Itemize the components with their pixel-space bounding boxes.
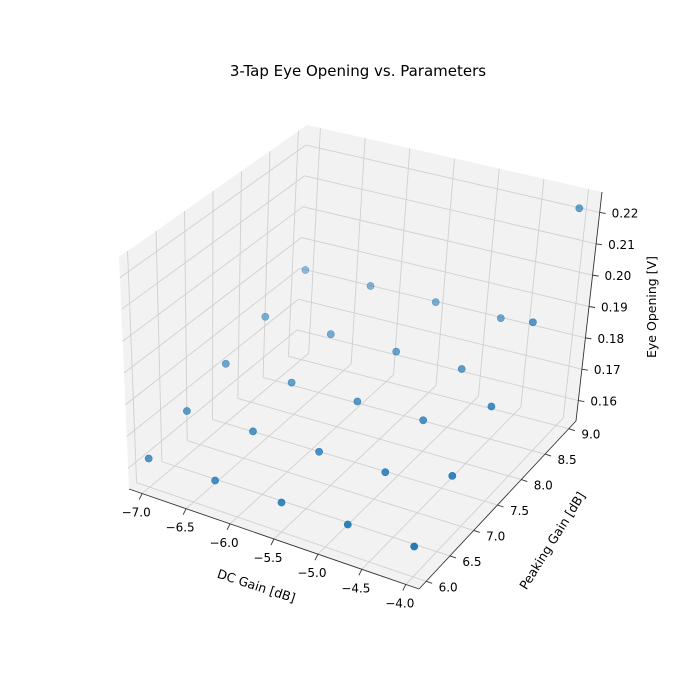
data-point xyxy=(419,416,428,425)
grid-line xyxy=(301,237,590,307)
data-point xyxy=(410,542,419,551)
data-point xyxy=(221,359,230,368)
z-tick-label: 0.20 xyxy=(605,269,632,283)
z-tick-label: 0.16 xyxy=(590,395,617,409)
grid-line xyxy=(136,482,427,582)
y-tick xyxy=(473,530,480,533)
x-tick xyxy=(182,508,187,515)
x-tick-label: −5.0 xyxy=(297,566,326,580)
z-tick xyxy=(588,306,596,308)
z-tick-label: 0.18 xyxy=(597,332,624,346)
grid-line xyxy=(120,175,305,310)
grid-line xyxy=(212,419,498,506)
data-point xyxy=(249,427,257,436)
z-tick xyxy=(578,400,585,403)
data-point xyxy=(211,476,219,485)
z-tick xyxy=(599,211,606,214)
grid-line xyxy=(305,144,600,213)
x-tick-label: −4.0 xyxy=(385,596,414,610)
y-tick xyxy=(497,504,504,508)
grid-line xyxy=(237,398,522,480)
data-point xyxy=(343,520,352,529)
y-tick-label: 8.5 xyxy=(558,453,577,467)
grid-line xyxy=(299,267,586,339)
grid-line xyxy=(119,144,307,279)
grid-line xyxy=(298,298,582,370)
data-point xyxy=(301,266,310,274)
x-tick xyxy=(358,569,363,576)
y-tick-label: 6.5 xyxy=(462,555,481,569)
data-point xyxy=(457,365,466,373)
x-tick xyxy=(314,553,319,561)
data-point xyxy=(381,468,390,477)
data-point xyxy=(287,378,296,387)
grid-line xyxy=(262,376,546,455)
z-tick xyxy=(596,243,603,246)
y-tick-label: 7.0 xyxy=(486,529,505,543)
grid-line xyxy=(122,206,304,342)
x-tick-label: −7.0 xyxy=(122,506,151,520)
grid-line xyxy=(123,237,302,374)
y-tick-label: 8.0 xyxy=(534,479,553,493)
data-point xyxy=(431,298,440,306)
data-point xyxy=(315,447,323,456)
z-tick-label: 0.19 xyxy=(601,301,628,315)
y-tick xyxy=(568,428,576,432)
data-point xyxy=(366,282,375,290)
grid-line xyxy=(187,440,474,531)
grid-line xyxy=(302,206,593,276)
grid-line xyxy=(125,267,301,406)
chart-title: 3-Tap Eye Opening vs. Parameters xyxy=(230,62,486,80)
data-point xyxy=(575,204,584,213)
tick-marks: −7.0 −6.5 −6.0 −5.5 −5.0 −4.5 −4.0 6.0 6.5 7.0 7.5… xyxy=(122,206,639,610)
data-point xyxy=(144,454,153,463)
data-point xyxy=(448,471,457,480)
data-point xyxy=(326,330,335,339)
x-tick xyxy=(226,523,231,531)
x-axis-label: DC Gain [dB] xyxy=(215,566,297,605)
y-tick-label: 6.0 xyxy=(439,580,458,594)
data-point xyxy=(487,402,496,411)
grid-line xyxy=(288,355,569,430)
y-tick xyxy=(449,555,457,559)
z-tick xyxy=(585,337,592,340)
data-point xyxy=(392,347,401,356)
data-point xyxy=(277,498,286,507)
grid-line xyxy=(127,329,298,469)
z-tick-label: 0.21 xyxy=(608,238,635,252)
grid-line xyxy=(161,461,451,557)
data-point xyxy=(353,397,362,406)
x-tick xyxy=(402,584,407,591)
grid-line xyxy=(126,298,299,437)
data-point xyxy=(182,407,191,415)
axes-panes xyxy=(119,125,602,589)
x-tick xyxy=(138,493,143,500)
z-tick xyxy=(592,274,599,277)
y-tick-label: 7.5 xyxy=(510,504,529,518)
z-tick-label: 0.22 xyxy=(612,206,639,220)
y-tick xyxy=(521,479,528,482)
y-tick xyxy=(425,580,433,584)
z-tick-label: 0.17 xyxy=(594,363,621,377)
data-point xyxy=(529,318,537,327)
data-points xyxy=(144,204,584,551)
x-tick-label: −4.5 xyxy=(341,581,370,595)
data-point xyxy=(496,314,505,322)
grid-line xyxy=(304,175,597,245)
x-tick xyxy=(270,538,275,546)
y-tick-label: 9.0 xyxy=(581,428,600,442)
z-tick xyxy=(581,368,588,371)
x-tick-label: −6.0 xyxy=(209,536,238,550)
x-tick-label: −5.5 xyxy=(253,551,282,565)
data-point xyxy=(261,312,270,321)
y-tick xyxy=(544,453,552,457)
grid-line xyxy=(296,329,579,402)
x-tick-label: −6.5 xyxy=(166,521,195,535)
grid-lines xyxy=(119,128,600,585)
z-axis-label: Eye Opening [V] xyxy=(644,256,659,358)
